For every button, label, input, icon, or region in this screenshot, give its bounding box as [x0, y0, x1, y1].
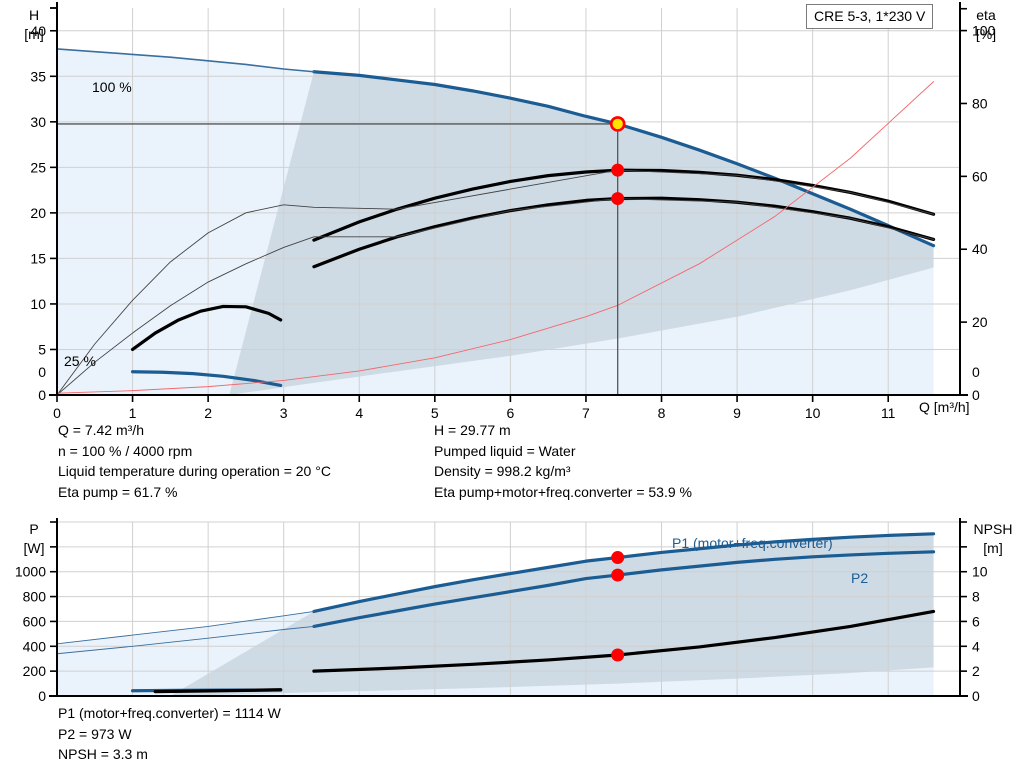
- top-info-left-column: Q = 7.42 m³/h n = 100 % / 4000 rpm Liqui…: [58, 420, 331, 502]
- top-chart-duty-markers[interactable]: [609, 116, 626, 206]
- info-liquid-temperature: Liquid temperature during operation = 20…: [58, 463, 331, 479]
- svg-text:25: 25: [30, 159, 46, 175]
- svg-text:1: 1: [129, 405, 137, 420]
- svg-text:0: 0: [972, 688, 980, 704]
- svg-text:0: 0: [38, 688, 46, 704]
- top-chart-operating-band: [57, 48, 934, 395]
- speed-label-100-percent: 100 %: [92, 79, 132, 95]
- svg-text:80: 80: [972, 95, 988, 111]
- svg-text:35: 35: [30, 68, 46, 84]
- series-label-p2: P2: [851, 570, 868, 586]
- pump-model-title-box: CRE 5-3, 1*230 V: [806, 4, 934, 29]
- top-chart-y-right-axis-label-line1: eta: [976, 7, 996, 23]
- info-p2: P2 = 973 W: [58, 725, 132, 742]
- series-label-p1: P1 (motor+freq.converter): [672, 535, 833, 551]
- svg-text:10: 10: [30, 296, 46, 312]
- bottom-chart-operating-band: [57, 533, 934, 696]
- top-chart-y-left-axis-label-line2: [m]: [24, 26, 43, 42]
- svg-text:11: 11: [881, 405, 896, 420]
- info-h: H = 29.77 m: [434, 422, 511, 438]
- bottom-chart-y-left-axis-label-line2: [W]: [24, 540, 45, 556]
- svg-text:8: 8: [658, 405, 666, 420]
- svg-text:0: 0: [972, 387, 980, 403]
- top-info-right-column: H = 29.77 m Pumped liquid = Water Densit…: [434, 420, 692, 502]
- duty-marker-p2: [611, 568, 625, 582]
- info-eta-pump: Eta pump = 61.7 %: [58, 483, 178, 500]
- svg-text:3: 3: [280, 405, 288, 420]
- bottom-chart-y-right-axis-label-line2: [m]: [983, 540, 1002, 556]
- svg-text:2: 2: [204, 405, 212, 420]
- top-chart-axes: [49, 2, 968, 396]
- svg-text:15: 15: [30, 250, 46, 266]
- svg-text:100: 100: [972, 23, 996, 39]
- svg-text:7: 7: [582, 405, 590, 420]
- svg-text:5: 5: [431, 405, 439, 420]
- info-speed: n = 100 % / 4000 rpm: [58, 442, 193, 459]
- duty-marker-head[interactable]: [609, 116, 626, 132]
- bottom-info-block: P1 (motor+freq.converter) = 1114 W P2 = …: [58, 703, 281, 765]
- info-density: Density = 998.2 kg/m³: [434, 463, 571, 479]
- svg-text:6: 6: [972, 613, 980, 629]
- svg-text:4: 4: [355, 405, 363, 420]
- info-pumped-liquid: Pumped liquid = Water: [434, 442, 576, 459]
- svg-text:30: 30: [30, 114, 46, 130]
- svg-text:40: 40: [30, 23, 46, 39]
- svg-text:5: 5: [38, 341, 46, 357]
- bottom-chart-axes: [49, 518, 968, 697]
- svg-text:6: 6: [506, 405, 514, 420]
- duty-marker-npsh: [611, 648, 625, 662]
- bottom-chart-duty-markers[interactable]: [611, 551, 625, 662]
- svg-text:400: 400: [23, 638, 47, 654]
- svg-text:10: 10: [805, 405, 821, 420]
- bottom-chart-y-right-axis-label-line1: NPSH: [974, 521, 1013, 537]
- svg-text:0: 0: [38, 364, 46, 380]
- bottom-chart-gridlines: [56, 521, 960, 696]
- duty-marker-eta-total: [611, 192, 625, 206]
- svg-text:60: 60: [972, 168, 988, 184]
- svg-text:9: 9: [733, 405, 741, 420]
- svg-text:800: 800: [23, 589, 47, 605]
- duty-marker-p1: [611, 551, 625, 565]
- svg-text:4: 4: [972, 638, 980, 654]
- top-chart-y-left-axis-label-line1: H: [29, 7, 39, 23]
- svg-text:20: 20: [972, 314, 988, 330]
- top-chart-x-axis-label: Q [m³/h]: [919, 399, 970, 415]
- svg-text:200: 200: [23, 663, 47, 679]
- svg-text:8: 8: [972, 589, 980, 605]
- svg-text:1000: 1000: [15, 564, 46, 580]
- svg-text:40: 40: [972, 241, 988, 257]
- svg-text:0: 0: [38, 387, 46, 403]
- svg-text:0: 0: [972, 364, 980, 380]
- svg-text:10: 10: [972, 564, 988, 580]
- top-chart-gridlines: [56, 8, 960, 395]
- svg-text:0: 0: [53, 405, 61, 420]
- svg-text:2: 2: [972, 663, 980, 679]
- svg-text:600: 600: [23, 613, 47, 629]
- top-chart-y-right-axis-label-line2: [%]: [976, 26, 996, 42]
- bottom-chart-tick-labels: 0 200 400 600 800 1000 0 2 4 6 8 10: [15, 521, 988, 704]
- info-p1: P1 (motor+freq.converter) = 1114 W: [58, 705, 281, 721]
- info-eta-total: Eta pump+motor+freq.converter = 53.9 %: [434, 483, 692, 500]
- pump-model-title: CRE 5-3, 1*230 V: [814, 8, 926, 24]
- speed-label-25-percent: 25 %: [64, 353, 96, 369]
- info-npsh: NPSH = 3.3 m: [58, 746, 148, 762]
- svg-text:20: 20: [30, 205, 46, 221]
- info-q: Q = 7.42 m³/h: [58, 422, 144, 438]
- duty-marker-eta-pump: [611, 163, 625, 177]
- bottom-chart-y-left-axis-label-line1: P: [29, 521, 38, 537]
